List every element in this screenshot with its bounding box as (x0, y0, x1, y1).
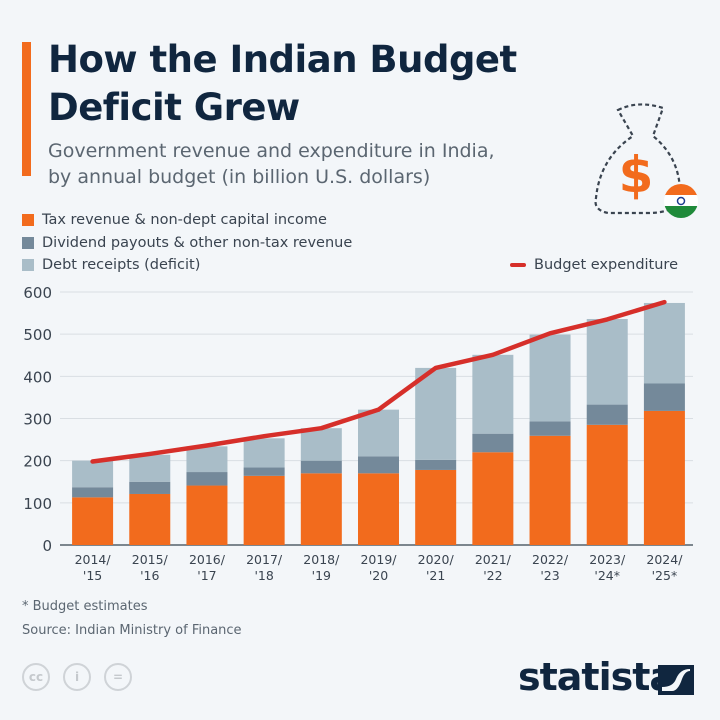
bar-dividend-payouts (586, 404, 628, 425)
x-tick-label: 2024/ (646, 552, 683, 567)
x-tick-label: '21 (426, 568, 445, 583)
legend-swatch-tax (22, 214, 34, 226)
legend-swatch-debt (22, 259, 34, 271)
bar-tax-revenue (358, 473, 399, 545)
bar-tax-revenue (643, 410, 685, 545)
y-tick-label: 200 (23, 453, 52, 471)
x-tick-label: 2014/ (75, 552, 112, 567)
x-tick-label: '25* (652, 568, 678, 583)
y-tick-label: 100 (23, 495, 52, 513)
attribution-label: i (74, 670, 80, 684)
svg-text:$: $ (619, 146, 654, 204)
chart-title: How the Indian Budget Deficit Grew (48, 36, 517, 132)
legend-item-tax: Tax revenue & non-dept capital income (22, 212, 327, 228)
statista-logo[interactable]: statista (518, 655, 675, 699)
x-tick-label: '23 (540, 568, 559, 583)
legend-label-expenditure: Budget expenditure (534, 257, 678, 273)
y-tick-label: 300 (23, 411, 52, 429)
bar-debt-receipts (358, 409, 399, 457)
x-tick-label: 2017/ (246, 552, 283, 567)
x-tick-label: 2019/ (360, 552, 397, 567)
bar-tax-revenue (129, 493, 171, 545)
bar-debt-receipts (643, 302, 685, 384)
bar-tax-revenue (243, 475, 285, 545)
x-tick-label: 2018/ (303, 552, 340, 567)
bar-dividend-payouts (415, 459, 457, 470)
bar-debt-receipts (472, 354, 514, 434)
bar-debt-receipts (72, 460, 114, 488)
x-tick-label: '17 (197, 568, 216, 583)
bar-dividend-payouts (472, 433, 514, 453)
bar-debt-receipts (243, 438, 285, 468)
legend-swatch-expenditure (510, 263, 526, 267)
bar-tax-revenue (529, 435, 571, 545)
x-tick-label: 2023/ (589, 552, 626, 567)
x-tick-label: 2022/ (532, 552, 569, 567)
bar-tax-revenue (300, 473, 342, 545)
statista-wordmark: statista (518, 655, 675, 699)
x-tick-label: '15 (83, 568, 102, 583)
x-tick-label: 2020/ (418, 552, 455, 567)
bar-debt-receipts (529, 334, 571, 422)
bar-dividend-payouts (529, 421, 571, 436)
legend-item-dividend: Dividend payouts & other non-tax revenue (22, 235, 352, 251)
bar-tax-revenue (186, 485, 228, 545)
bar-dividend-payouts (129, 481, 171, 494)
x-tick-label: 2016/ (189, 552, 226, 567)
y-tick-label: 500 (23, 326, 52, 344)
stacked-bar-chart: 0 100 200 300 400 500 600 2014/'15 2015/'16 2016/… (23, 284, 693, 583)
bar-tax-revenue (586, 424, 628, 545)
x-tick-label: '24* (594, 568, 620, 583)
x-tick-label: '19 (312, 568, 331, 583)
cc-label: cc (28, 670, 44, 684)
bar-tax-revenue (72, 497, 114, 545)
attribution-icon[interactable]: i (63, 663, 91, 691)
title-accent-bar (22, 42, 31, 176)
x-tick-label: '20 (369, 568, 388, 583)
x-tick-label: '16 (140, 568, 159, 583)
subtitle-line-2: by annual budget (in billion U.S. dollar… (48, 166, 431, 188)
no-derivatives-label: = (112, 670, 124, 684)
no-derivatives-icon[interactable]: = (104, 663, 132, 691)
chart-subtitle: Government revenue and expenditure in In… (48, 138, 495, 190)
legend-item-expenditure: Budget expenditure (510, 257, 678, 273)
legend-label-dividend: Dividend payouts & other non-tax revenue (42, 235, 353, 251)
x-tick-label: '22 (483, 568, 502, 583)
bar-debt-receipts (586, 318, 628, 405)
bar-tax-revenue (472, 452, 514, 545)
bar-dividend-payouts (358, 456, 399, 474)
bar-dividend-payouts (300, 460, 342, 474)
line-budget-expenditure (90, 299, 667, 464)
bar-dividend-payouts (186, 472, 228, 486)
title-line-2: Deficit Grew (48, 86, 300, 129)
subtitle-line-1: Government revenue and expenditure in In… (48, 140, 495, 162)
legend-swatch-dividend (22, 237, 34, 249)
footnote: * Budget estimates (22, 599, 148, 614)
y-tick-label: 400 (23, 368, 52, 386)
cc-license-icon[interactable]: cc (22, 663, 50, 691)
bar-debt-receipts (129, 454, 171, 482)
y-tick-label: 0 (42, 537, 52, 555)
source-note: Source: Indian Ministry of Finance (22, 623, 242, 638)
legend-label-debt: Debt receipts (deficit) (42, 257, 201, 273)
bar-dividend-payouts (243, 467, 285, 476)
statista-logo-mark-icon (658, 665, 694, 695)
legend-label-tax: Tax revenue & non-dept capital income (42, 212, 327, 228)
title-line-1: How the Indian Budget (48, 38, 517, 81)
bar-debt-receipts (186, 446, 228, 473)
india-flag-icon (664, 184, 698, 218)
bar-dividend-payouts (643, 383, 685, 411)
y-tick-label: 600 (23, 284, 52, 302)
bar-tax-revenue (415, 469, 457, 545)
money-bag-dollar-icon: $ (594, 103, 698, 218)
legend-item-debt: Debt receipts (deficit) (22, 257, 200, 273)
x-tick-label: 2015/ (132, 552, 169, 567)
bar-debt-receipts (300, 428, 342, 461)
bar-debt-receipts (415, 367, 457, 460)
x-tick-label: '18 (254, 568, 273, 583)
x-tick-label: 2021/ (475, 552, 512, 567)
bar-dividend-payouts (72, 487, 114, 498)
